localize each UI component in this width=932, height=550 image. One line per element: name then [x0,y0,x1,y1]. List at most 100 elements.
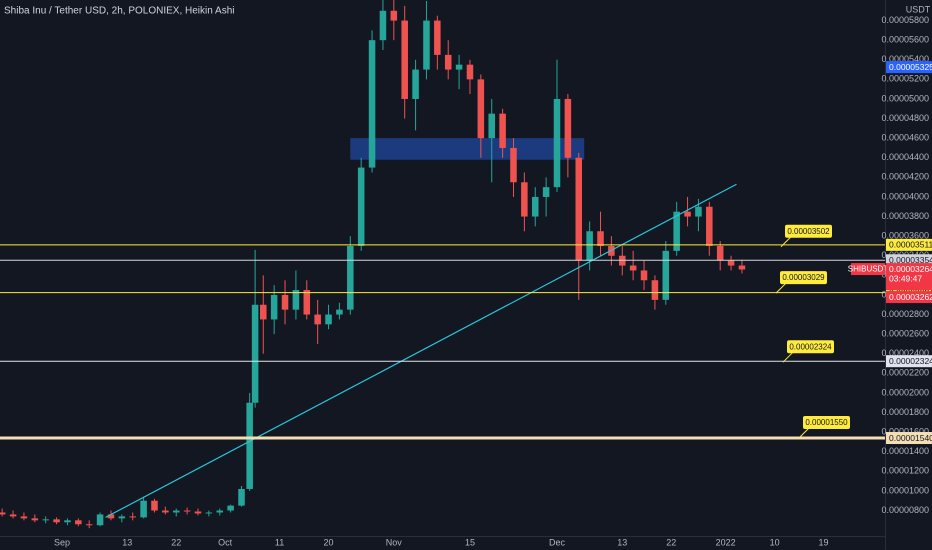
candle-body [684,211,691,217]
candle-body [53,519,60,523]
candle-body [575,157,583,261]
y-tick-label: 0.00005400 [881,54,929,64]
candle-body [347,245,354,310]
callout-box [785,224,832,238]
currency-label: USDT [906,4,931,14]
y-tick-label: 0.00002400 [881,348,929,358]
high-price-tag [886,61,932,74]
y-tick-label: 0.00004000 [881,191,929,201]
symbol-tag [851,263,885,276]
y-tick-label: 0.00005200 [881,74,929,84]
y-tick-label: 0.00004600 [881,133,929,143]
candle-body [466,64,474,80]
x-tick-label: 22 [171,537,181,547]
last-price-label: 0.00003264 [889,264,932,274]
y-tick-label: 0.00004400 [881,152,929,162]
candle-body [727,260,735,266]
x-tick-label: 11 [275,537,284,547]
callout-pointer [798,427,810,439]
price-tag-label: 0.00001540 [889,433,932,443]
candle-body [423,20,430,70]
x-tick-label: 10 [770,537,780,547]
candle-body [107,514,115,519]
candle-body [31,518,39,521]
y-tick-label: 0.00004800 [881,113,929,123]
candle-body [640,270,648,281]
candle-body [292,290,300,310]
candle-body [151,500,158,511]
candle-body [336,309,343,315]
candle-body [314,314,321,325]
callout-label: 0.00001550 [805,418,848,427]
candle-body [183,510,191,512]
y-tick-label: 0.00004200 [881,172,929,182]
y-tick-label: 0.00002800 [881,309,929,319]
callout-pointer [775,282,787,294]
x-tick-label: 15 [465,537,475,547]
candle-body [281,294,289,310]
candle-body [238,488,245,506]
candle-body [662,250,670,300]
candle-body [85,524,93,526]
candle-body [75,520,82,525]
candle-body [303,290,311,315]
candle-body [706,206,713,246]
y-tick-label: 0.00001800 [881,407,929,417]
candle-body [412,69,419,99]
y-tick-label: 0.00001200 [881,466,929,476]
candle-body [521,182,528,217]
y-tick-label: 0.00003600 [881,231,929,241]
x-tick-label: 19 [819,537,829,547]
candle-body [162,510,169,513]
candle-body [96,514,104,526]
candle-body [172,510,180,513]
x-tick-label: 13 [122,537,132,547]
price-tag [886,238,932,251]
candle-body [444,54,452,70]
candle-body [216,510,224,513]
callout-label: 0.00003502 [787,227,830,236]
candle-body [390,10,398,21]
callout-box [780,271,827,285]
candle-body [194,511,202,514]
y-tick-label: 0.00000800 [881,505,929,515]
callout-box [803,416,850,430]
candle-body [716,245,724,261]
price-tag [886,355,932,368]
y-tick-label: 0.00001000 [881,485,929,495]
candle-body [695,206,702,217]
price-tag [886,254,932,267]
candle-body [434,20,441,55]
candle-body [477,79,485,139]
x-tick-label: 2022 [716,537,736,547]
trendline [105,183,737,518]
bid-price-label: 0.00003262 [889,292,932,302]
candle-body [673,211,680,251]
candle-body [629,265,637,271]
callout-pointer [782,351,794,363]
candle-body [246,402,253,489]
candle-body [586,231,593,261]
candle-body [738,265,746,270]
x-tick-label: Sep [54,537,70,547]
y-tick-label: 0.00003800 [881,211,929,221]
y-tick-label: 0.00005800 [881,15,929,25]
x-tick-label: Dec [549,537,566,547]
candle-body [531,196,539,217]
candle-body [651,280,659,300]
last-price-tag [886,263,932,291]
price-tag-label: 0.00003511 [889,240,932,250]
candle-body [129,516,136,518]
price-tag-label: 0.00003354 [889,255,932,265]
candle-body [542,187,550,197]
bid-price-tag [886,291,932,304]
symbol-label: SHIBUSDT [848,265,889,274]
high-price-label: 0.00005325 [889,62,932,72]
price-tag [886,432,932,445]
candle-body [564,98,572,158]
candle-body [401,20,408,99]
candle-body [499,113,506,148]
x-tick-label: 13 [617,537,627,547]
candle-body [379,10,387,41]
